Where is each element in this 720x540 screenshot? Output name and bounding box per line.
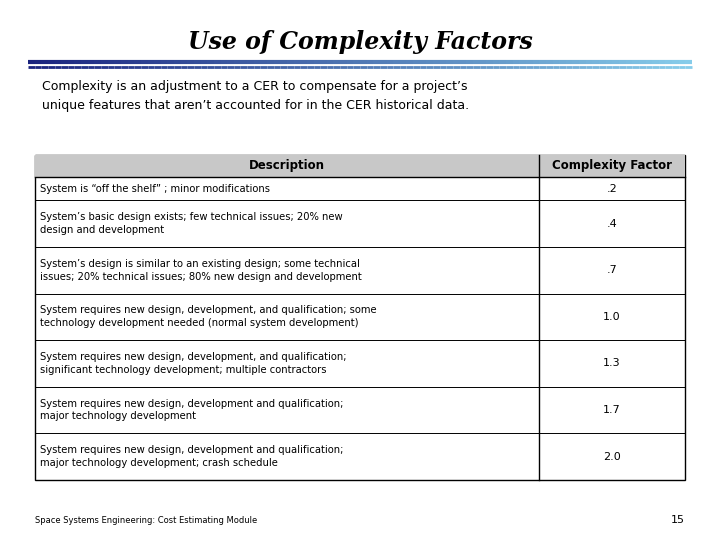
Text: System requires new design, development, and qualification;
significant technolo: System requires new design, development,…: [40, 352, 346, 375]
Text: Description: Description: [249, 159, 325, 172]
Text: Complexity Factor: Complexity Factor: [552, 159, 672, 172]
Text: Use of Complexity Factors: Use of Complexity Factors: [188, 30, 532, 54]
Text: 2.0: 2.0: [603, 451, 621, 462]
Text: .4: .4: [606, 219, 617, 228]
Text: System is “off the shelf” ; minor modifications: System is “off the shelf” ; minor modifi…: [40, 184, 270, 194]
Bar: [35, 155, 685, 177]
Text: 1.0: 1.0: [603, 312, 621, 322]
Text: System’s design is similar to an existing design; some technical
issues; 20% tec: System’s design is similar to an existin…: [40, 259, 361, 282]
Text: Complexity is an adjustment to a CER to compensate for a project’s
unique featur: Complexity is an adjustment to a CER to …: [42, 80, 469, 112]
Text: System requires new design, development, and qualification; some
technology deve: System requires new design, development,…: [40, 306, 377, 328]
Text: 1.7: 1.7: [603, 405, 621, 415]
Text: System requires new design, development and qualification;
major technology deve: System requires new design, development …: [40, 399, 343, 422]
Bar: [35, 155, 685, 480]
Text: .2: .2: [606, 184, 617, 194]
Text: System’s basic design exists; few technical issues; 20% new
design and developme: System’s basic design exists; few techni…: [40, 212, 343, 235]
Text: System requires new design, development and qualification;
major technology deve: System requires new design, development …: [40, 446, 343, 468]
Text: Space Systems Engineering: Cost Estimating Module: Space Systems Engineering: Cost Estimati…: [35, 516, 257, 525]
Text: 15: 15: [671, 515, 685, 525]
Text: 1.3: 1.3: [603, 359, 621, 368]
Text: .7: .7: [606, 265, 617, 275]
